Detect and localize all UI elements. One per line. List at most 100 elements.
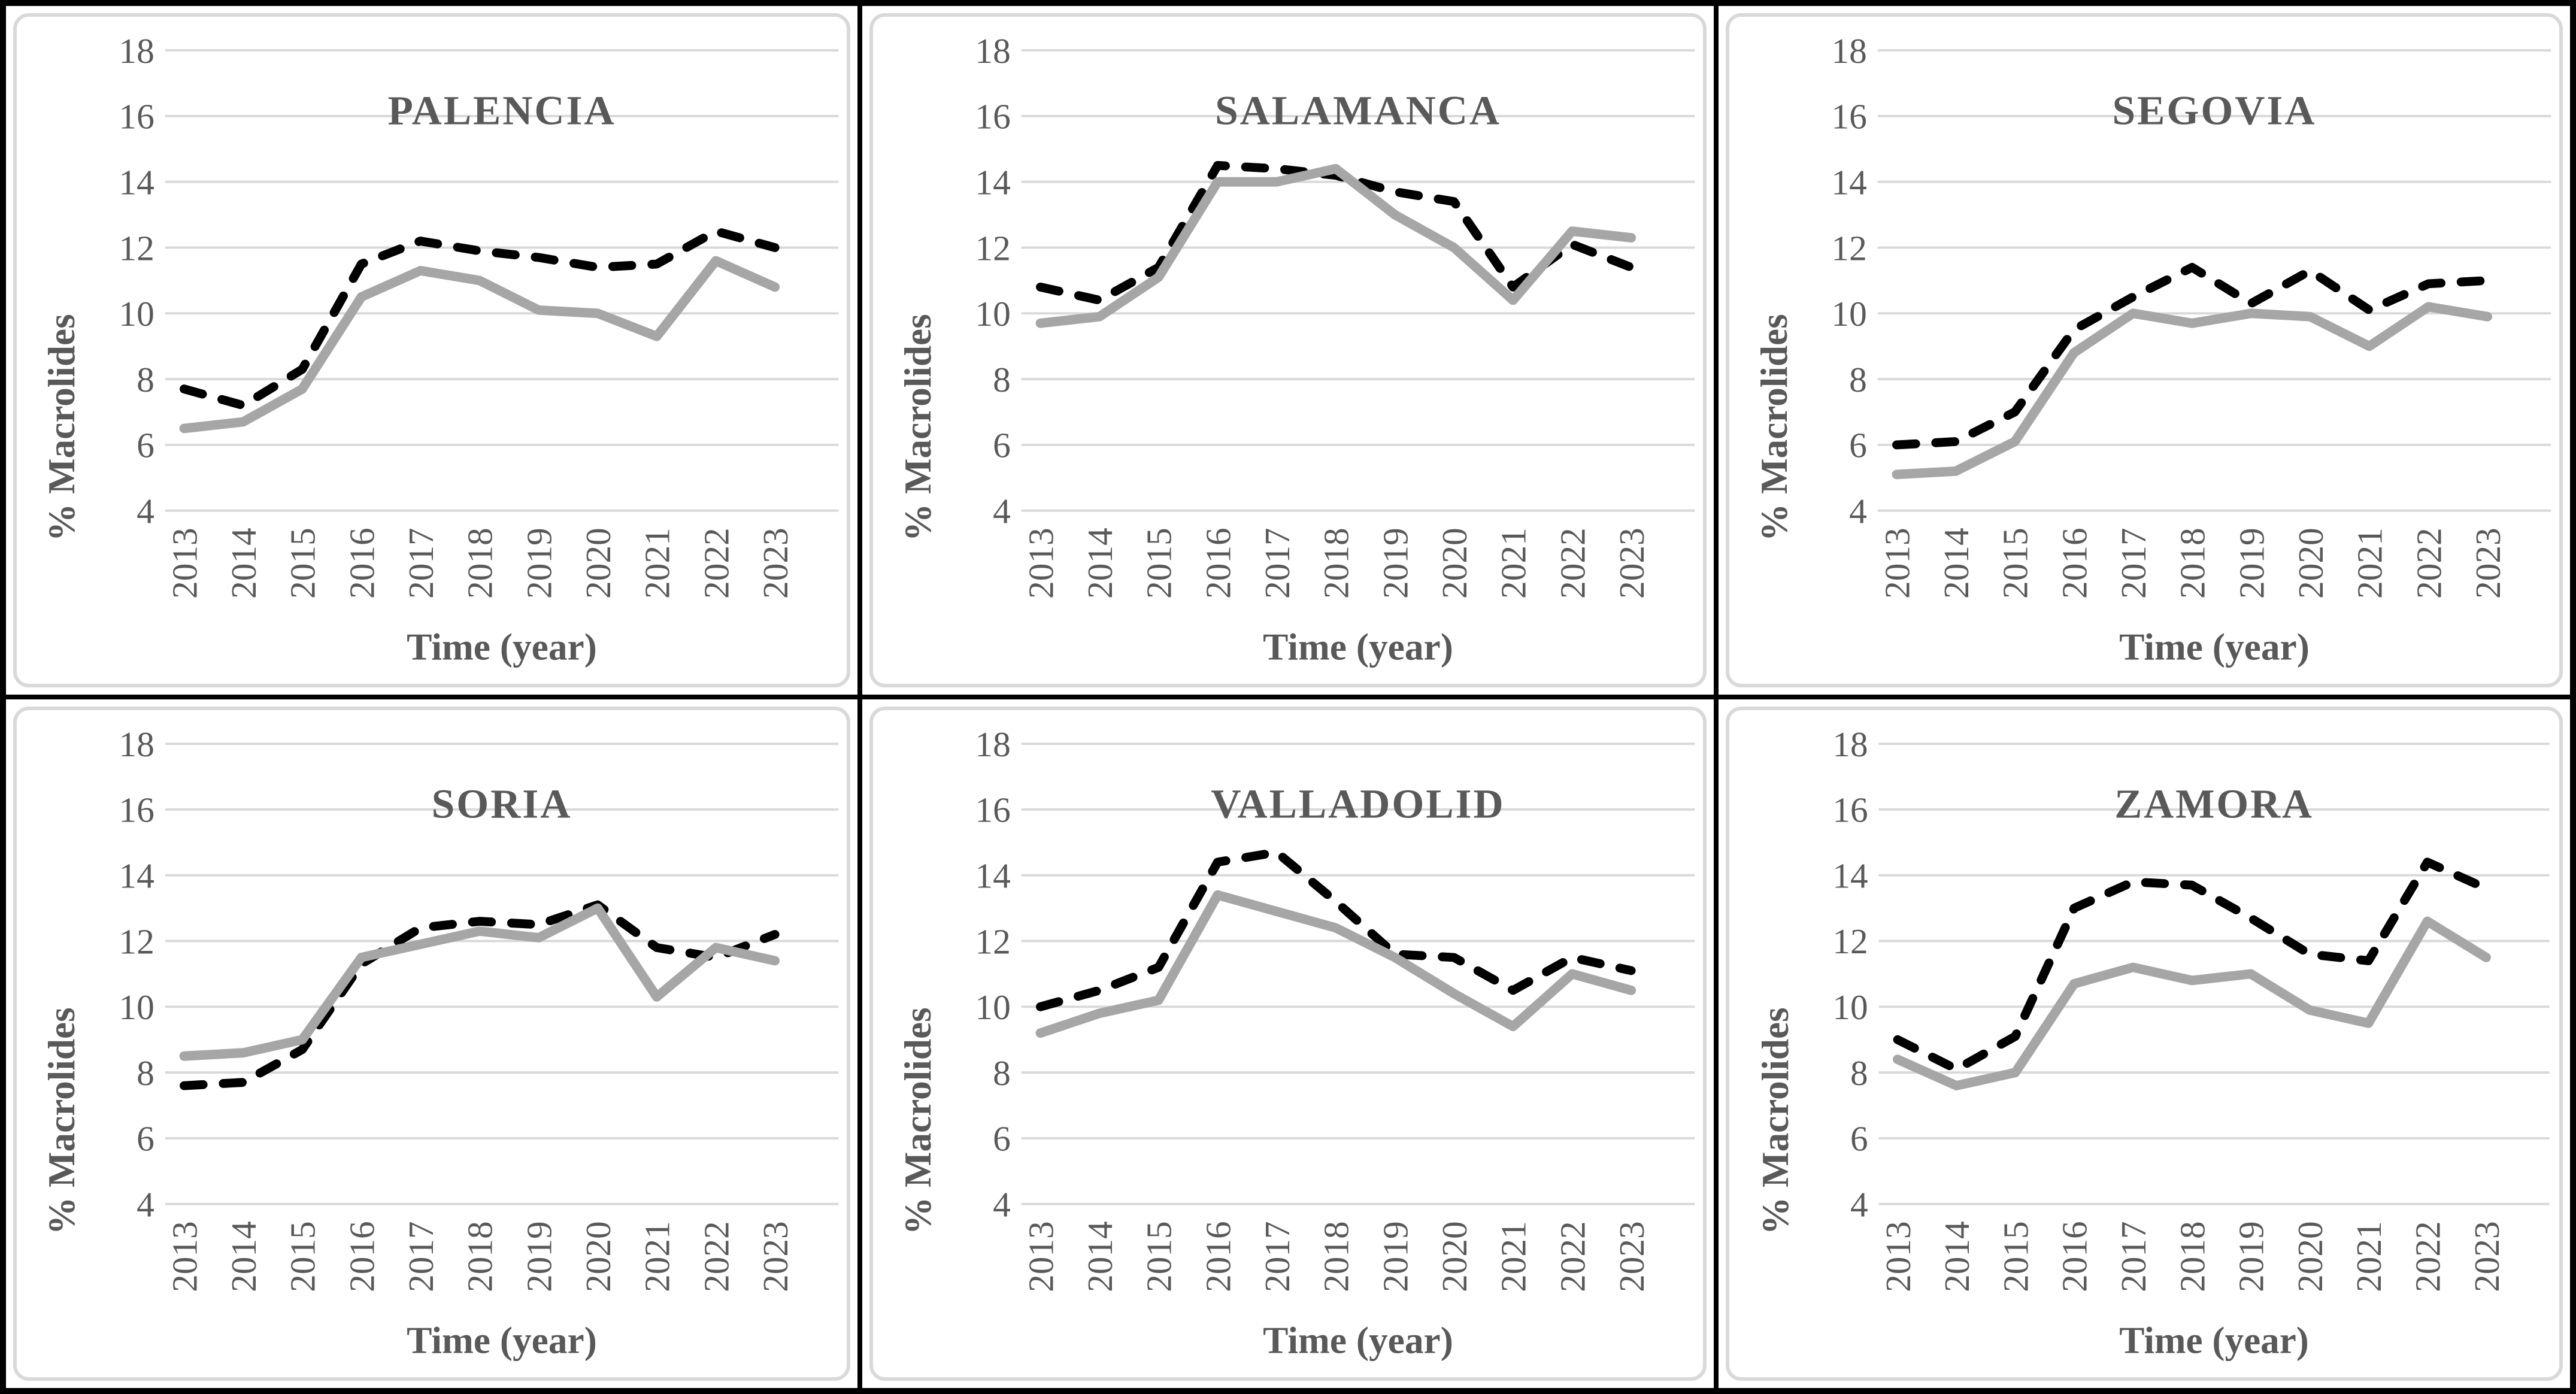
x-tick-label: 2015 xyxy=(1996,1221,2035,1292)
line-chart-zamora: 4 6 8 10 12 14 16 18 2013 2014 2015 2016 2017 2018 201… xyxy=(1754,725,2550,1362)
y-tick-label: 4 xyxy=(137,1185,154,1225)
y-axis-label: % Macrolides xyxy=(897,1007,939,1235)
y-tick-label: 10 xyxy=(975,987,1010,1027)
x-tick-label: 2023 xyxy=(2468,528,2508,599)
line-chart-soria: 4 6 8 10 12 14 16 18 2013 2014 2015 2016 2017 2018 201… xyxy=(41,725,839,1362)
x-tick-label: 2017 xyxy=(401,1221,441,1292)
series-dashed-line xyxy=(1892,263,2492,450)
y-tick-label: 10 xyxy=(119,987,154,1027)
y-tick-label: 14 xyxy=(119,856,154,896)
y-tick-label: 14 xyxy=(1831,163,1866,202)
chart-title: PALENCIA xyxy=(387,87,616,134)
x-tick-label: 2019 xyxy=(1375,528,1415,599)
x-tick-label: 2016 xyxy=(1198,1221,1238,1292)
x-tick-label: 2013 xyxy=(165,1221,204,1292)
y-tick-label: 18 xyxy=(119,725,154,764)
y-tick-label: 18 xyxy=(119,31,154,71)
x-axis-label: Time (year) xyxy=(1263,626,1453,668)
series-solid-line xyxy=(1035,163,1636,328)
y-tick-label: 8 xyxy=(1850,1053,1868,1093)
x-tick-label: 2022 xyxy=(696,1221,736,1292)
x-tick-label: 2020 xyxy=(1435,1221,1474,1292)
x-tick-label: 2014 xyxy=(1080,528,1120,599)
x-tick-label: 2017 xyxy=(2114,1221,2153,1292)
x-tick-label: 2013 xyxy=(165,528,204,599)
x-tick-label: 2015 xyxy=(283,528,323,599)
y-tick-label: 18 xyxy=(1831,31,1866,71)
x-axis-label: Time (year) xyxy=(2119,1320,2309,1362)
chart-panel-segovia: 4 6 8 10 12 14 16 18 2013 2014 2015 2016 2017 2018 201… xyxy=(1719,6,2570,695)
x-tick-label: 2023 xyxy=(1612,528,1651,599)
x-tick-label: 2016 xyxy=(1198,528,1238,599)
x-axis-label: Time (year) xyxy=(2119,626,2310,668)
y-tick-label: 16 xyxy=(975,97,1010,137)
line-chart-valladolid: 4 6 8 10 12 14 16 18 2013 2014 2015 2016 2017 2018 201… xyxy=(897,725,1695,1362)
y-tick-label: 12 xyxy=(1832,922,1868,961)
x-tick-label: 2021 xyxy=(1494,1221,1534,1292)
x-tick-label: 2020 xyxy=(1435,528,1474,599)
y-tick-label: 8 xyxy=(993,360,1011,399)
x-tick-label: 2018 xyxy=(460,1221,500,1292)
y-tick-label: 6 xyxy=(1849,426,1867,465)
y-tick-label: 16 xyxy=(119,790,154,830)
y-tick-label: 8 xyxy=(993,1053,1011,1093)
x-tick-label: 2015 xyxy=(283,1221,323,1292)
chart-panel-palencia: 4 6 8 10 12 14 16 18 2013 2014 2015 2016 2017 2018 201… xyxy=(6,6,857,695)
y-tick-label: 4 xyxy=(137,492,154,531)
x-tick-label: 2014 xyxy=(1937,1221,1977,1292)
y-tick-label: 16 xyxy=(119,97,154,137)
x-tick-label: 2023 xyxy=(2467,1221,2507,1292)
chart-title: SORIA xyxy=(432,781,572,827)
x-tick-label: 2014 xyxy=(224,1221,263,1292)
chart-panel-salamanca: 4 6 8 10 12 14 16 18 2013 2014 2015 2016 2017 2018 201… xyxy=(862,6,1714,695)
x-axis-label: Time (year) xyxy=(407,626,597,668)
x-tick-label: 2022 xyxy=(1553,1221,1592,1292)
x-tick-label: 2016 xyxy=(342,528,381,599)
x-tick-label: 2021 xyxy=(2349,1221,2389,1292)
y-axis-label: % Macrolides xyxy=(1753,314,1795,541)
x-tick-label: 2014 xyxy=(1936,528,1976,599)
x-tick-label: 2018 xyxy=(2172,1221,2212,1292)
y-tick-label: 6 xyxy=(137,1119,154,1159)
y-tick-label: 4 xyxy=(1849,492,1867,531)
y-tick-label: 6 xyxy=(1850,1119,1868,1159)
series-solid-line xyxy=(1893,916,2491,1090)
y-tick-label: 10 xyxy=(1831,294,1866,334)
x-tick-label: 2022 xyxy=(1553,528,1592,599)
chart-title: VALLADOLID xyxy=(1211,781,1505,827)
series-dashed-line xyxy=(180,226,780,410)
y-tick-label: 12 xyxy=(119,922,154,961)
series-solid-line xyxy=(179,903,780,1061)
y-tick-label: 12 xyxy=(119,228,154,268)
y-tick-label: 8 xyxy=(1849,360,1867,399)
y-axis-label: % Macrolides xyxy=(41,1007,83,1235)
x-tick-label: 2019 xyxy=(2232,528,2271,599)
y-tick-label: 10 xyxy=(1832,987,1868,1027)
x-tick-label: 2014 xyxy=(224,528,263,599)
x-tick-label: 2022 xyxy=(2409,528,2448,599)
x-tick-label: 2023 xyxy=(756,528,795,599)
y-tick-label: 12 xyxy=(1831,228,1866,268)
y-tick-label: 12 xyxy=(975,922,1010,961)
x-tick-label: 2022 xyxy=(2408,1221,2447,1292)
x-tick-label: 2020 xyxy=(578,1221,618,1292)
x-tick-label: 2016 xyxy=(2054,528,2094,599)
x-tick-label: 2021 xyxy=(1494,528,1534,599)
y-tick-label: 14 xyxy=(975,163,1010,202)
y-tick-label: 14 xyxy=(1832,856,1868,895)
y-tick-label: 10 xyxy=(119,294,154,334)
x-tick-label: 2020 xyxy=(2290,1221,2330,1292)
chart-panel-valladolid: 4 6 8 10 12 14 16 18 2013 2014 2015 2016 2017 2018 201… xyxy=(862,699,1714,1388)
x-tick-label: 2013 xyxy=(1877,528,1917,599)
y-axis-label: % Macrolides xyxy=(1754,1007,1796,1235)
chart-panel-zamora: 4 6 8 10 12 14 16 18 2013 2014 2015 2016 2017 2018 201… xyxy=(1719,699,2570,1388)
line-chart-salamanca: 4 6 8 10 12 14 16 18 2013 2014 2015 2016 2017 2018 201… xyxy=(897,31,1695,668)
x-tick-label: 2015 xyxy=(1996,528,2035,599)
x-tick-label: 2013 xyxy=(1021,528,1060,599)
x-tick-label: 2023 xyxy=(756,1221,795,1292)
y-axis-label: % Macrolides xyxy=(897,314,939,541)
y-tick-label: 10 xyxy=(975,294,1010,334)
x-tick-label: 2019 xyxy=(519,1221,559,1292)
y-tick-label: 6 xyxy=(993,426,1011,465)
